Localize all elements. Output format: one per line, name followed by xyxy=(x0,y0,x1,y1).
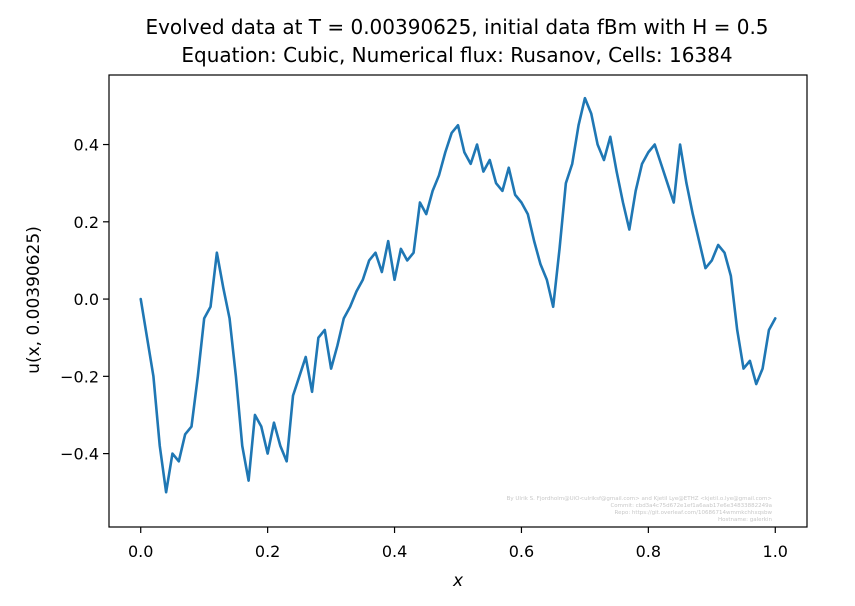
watermark-line: Hostname: galerkin xyxy=(718,517,772,523)
x-tick-label: 0.6 xyxy=(509,542,534,561)
y-tick-label: 0.2 xyxy=(74,213,99,232)
watermark-line: Commit: cbd3a4c75d672e1ef1a6aab17e6e3483… xyxy=(610,503,772,509)
y-axis-label: u(x, 0.00390625) xyxy=(24,226,44,374)
watermark-line: By Ulrik S. Fjordholm@UiO<ulriksf@gmail.… xyxy=(507,496,773,502)
x-tick-label: 0.4 xyxy=(382,542,407,561)
chart-title-line-1: Evolved data at T = 0.00390625, initial … xyxy=(145,15,768,39)
y-axis-ticks: −0.4 −0.2 0.0 0.2 0.4 xyxy=(60,136,109,464)
y-tick-label: 0.4 xyxy=(74,136,99,155)
x-tick-label: 0.2 xyxy=(255,542,280,561)
chart-title-line-2: Equation: Cubic, Numerical flux: Rusanov… xyxy=(181,43,732,67)
watermark-line: Repo: https://git.overleaf.com/10686714w… xyxy=(615,510,773,516)
watermark: By Ulrik S. Fjordholm@UiO<ulriksf@gmail.… xyxy=(507,496,773,523)
x-axis-ticks: 0.0 0.2 0.4 0.6 0.8 1.0 xyxy=(128,527,788,561)
x-tick-label: 0.0 xyxy=(128,542,153,561)
x-tick-label: 1.0 xyxy=(763,542,788,561)
y-tick-label: −0.2 xyxy=(60,367,99,386)
x-axis-label: x xyxy=(452,571,464,591)
series-line xyxy=(139,96,777,494)
y-tick-label: −0.4 xyxy=(60,445,99,464)
x-tick-label: 0.8 xyxy=(636,542,661,561)
axes-frame xyxy=(108,74,808,528)
plot-area xyxy=(108,74,808,528)
y-tick-label: 0.0 xyxy=(74,290,99,309)
